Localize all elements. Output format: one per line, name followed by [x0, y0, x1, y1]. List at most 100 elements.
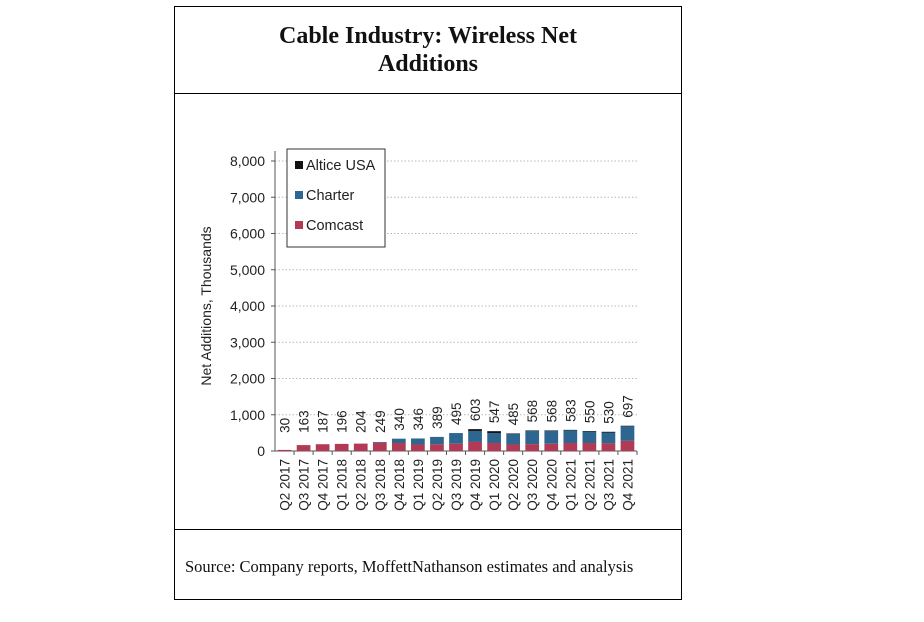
x-tick-label: Q3 2019: [449, 459, 464, 511]
data-label: 340: [392, 408, 407, 431]
y-tick-label: 2,000: [230, 371, 265, 387]
bar-charter: [620, 426, 635, 441]
bar-charter: [506, 433, 521, 445]
x-tick-label: Q3 2018: [373, 459, 388, 511]
y-tick-label: 7,000: [230, 189, 265, 205]
bar-comcast: [411, 444, 425, 451]
legend-swatch-charter: [295, 191, 303, 199]
x-tick-label: Q3 2017: [297, 459, 312, 511]
legend-label: Altice USA: [306, 158, 376, 174]
data-label: 550: [582, 401, 597, 424]
x-tick-label: Q1 2020: [487, 459, 502, 511]
data-label: 568: [544, 400, 559, 423]
bar-comcast: [277, 449, 292, 451]
bar-charter: [525, 430, 540, 445]
bar-altice-usa: [582, 431, 597, 432]
x-tick-label: Q2 2021: [582, 459, 597, 511]
bar-charter: [601, 432, 616, 444]
source-note: Source: Company reports, MoffettNathanso…: [185, 557, 634, 576]
bar-charter: [372, 441, 387, 443]
legend-label: Charter: [306, 188, 355, 204]
bar-altice-usa: [506, 433, 521, 434]
data-label: 530: [601, 401, 616, 424]
data-label: 603: [468, 399, 483, 422]
x-tick-label: Q1 2021: [563, 459, 578, 511]
chart-title: Cable Industry: Wireless Net Additions: [278, 23, 577, 77]
bar-comcast: [315, 444, 330, 451]
bar-comcast: [296, 445, 311, 451]
bar-charter: [449, 433, 463, 444]
bar-charter: [391, 438, 406, 444]
x-tick-label: Q2 2019: [430, 459, 445, 511]
x-tick-label: Q4 2019: [468, 459, 483, 511]
data-label: 583: [563, 399, 578, 422]
bar-comcast: [353, 443, 368, 451]
chart-area: 0 1,000 2,000 3,000 4,000 5,000 6,000 7,000 8,00…: [175, 94, 681, 531]
bar-charter: [487, 432, 501, 444]
x-tick-label: Q4 2017: [316, 459, 331, 511]
data-label: 163: [297, 410, 312, 433]
bar-altice-usa: [525, 430, 540, 431]
legend-label: Comcast: [306, 218, 363, 234]
data-label: 30: [278, 418, 293, 433]
x-tick-label: Q3 2020: [525, 459, 540, 511]
bar-charter: [582, 431, 597, 444]
bar-comcast: [487, 443, 501, 451]
title-box: Cable Industry: Wireless Net Additions: [175, 7, 681, 94]
bar-comcast: [601, 443, 616, 451]
bar-altice-usa: [468, 429, 482, 431]
y-tick-label: 6,000: [230, 226, 265, 242]
data-label: 697: [620, 395, 635, 418]
data-label: 346: [411, 408, 426, 431]
y-tick-label: 1,000: [230, 407, 265, 423]
bar-comcast: [563, 443, 578, 451]
bar-comcast: [372, 442, 387, 451]
x-tick-label: Q4 2021: [620, 459, 635, 511]
bar-charter: [430, 436, 444, 445]
bar-charter: [411, 438, 425, 445]
bar-comcast: [582, 443, 597, 451]
x-tick-label: Q2 2018: [354, 459, 369, 511]
bar-charter: [544, 430, 559, 444]
bar-altice-usa: [620, 425, 635, 427]
x-tick-label: Q1 2019: [411, 459, 426, 511]
legend-box: [286, 148, 386, 248]
bar-comcast: [620, 440, 635, 451]
legend-swatch-comcast: [295, 221, 303, 229]
bar-comcast: [430, 444, 444, 451]
bar-comcast: [506, 444, 521, 451]
bar-comcast: [391, 443, 406, 451]
y-tick-label: 8,000: [230, 153, 265, 169]
data-label: 547: [487, 401, 502, 424]
bar-altice-usa: [487, 431, 501, 433]
bar-altice-usa: [601, 431, 616, 433]
bar-comcast: [468, 441, 482, 451]
data-label: 204: [354, 410, 369, 433]
y-tick-label: 0: [257, 443, 265, 459]
bar-altice-usa: [544, 430, 559, 431]
y-axis-label: Net Additions, Thousands: [198, 226, 214, 385]
data-label: 249: [373, 410, 388, 433]
x-tick-label: Q4 2020: [544, 459, 559, 511]
data-label: 485: [506, 403, 521, 426]
x-tick-label: Q1 2018: [335, 459, 350, 511]
bar-comcast: [449, 443, 463, 451]
y-tick-label: 5,000: [230, 262, 265, 278]
chart-svg: 0 1,000 2,000 3,000 4,000 5,000 6,000 7,000 8,00…: [198, 148, 638, 511]
bar-altice-usa: [563, 429, 578, 431]
data-label: 389: [430, 406, 445, 429]
bar-comcast: [334, 443, 349, 451]
bar-comcast: [525, 444, 540, 451]
chart-frame: Cable Industry: Wireless Net Additions 0…: [174, 6, 682, 600]
x-tick-label: Q2 2017: [278, 459, 293, 511]
y-tick-label: 4,000: [230, 298, 265, 314]
data-label: 495: [449, 403, 464, 426]
source-box: Source: Company reports, MoffettNathanso…: [175, 529, 681, 599]
x-tick-label: Q4 2018: [392, 459, 407, 511]
legend-swatch-altice-usa: [295, 161, 303, 169]
data-label: 196: [335, 410, 350, 433]
x-tick-label: Q3 2021: [601, 459, 616, 511]
y-tick-label: 3,000: [230, 334, 265, 350]
data-label: 187: [316, 410, 331, 433]
bar-charter: [563, 430, 578, 444]
